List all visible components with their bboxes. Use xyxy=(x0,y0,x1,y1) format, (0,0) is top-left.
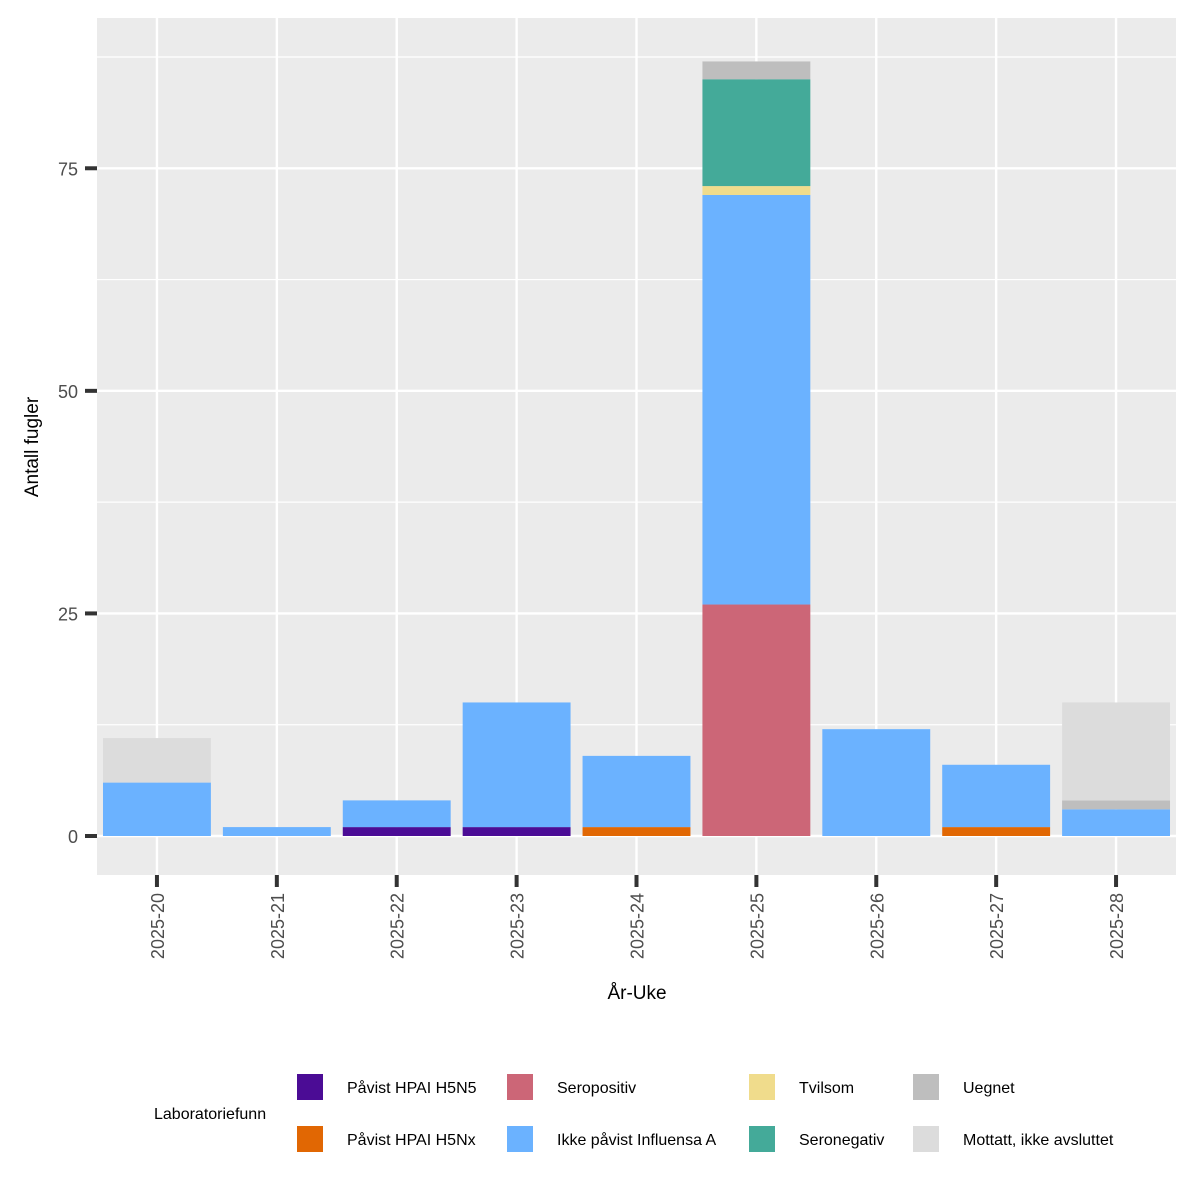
x-tick-label: 2025-25 xyxy=(747,893,767,959)
y-tick-label: 0 xyxy=(68,827,78,847)
bar-segment xyxy=(702,604,811,836)
y-tick-label: 25 xyxy=(58,604,78,624)
bars xyxy=(102,61,1171,836)
bar-segment xyxy=(702,186,811,195)
legend-key xyxy=(295,1124,325,1154)
x-tick-label: 2025-26 xyxy=(867,893,887,959)
bar-segment xyxy=(582,755,691,828)
x-tick-label: 2025-22 xyxy=(388,893,408,959)
legend-label: Mottatt, ikke avsluttet xyxy=(963,1132,1114,1149)
y-axis-title: Antall fugler xyxy=(22,396,43,497)
x-axis-title: År-Uke xyxy=(607,983,666,1004)
legend-key xyxy=(505,1072,535,1102)
legend-key xyxy=(911,1072,941,1102)
legend-label: Påvist HPAI H5Nx xyxy=(347,1131,476,1149)
legend-label: Ikke påvist Influensa A xyxy=(557,1131,717,1149)
legend-label: Tvilsom xyxy=(799,1080,854,1097)
bar-segment xyxy=(1062,809,1171,836)
legend-label: Seropositiv xyxy=(557,1080,636,1097)
bar-segment xyxy=(1062,702,1171,801)
bar-segment xyxy=(102,738,211,783)
x-tick-label: 2025-27 xyxy=(987,893,1007,959)
bar-segment xyxy=(462,827,571,836)
x-tick-label: 2025-21 xyxy=(268,893,288,959)
y-tick-label: 50 xyxy=(58,382,78,402)
legend-label: Påvist HPAI H5N5 xyxy=(347,1079,477,1097)
legend-key xyxy=(505,1124,535,1154)
bar-segment xyxy=(702,79,811,187)
bar-segment xyxy=(222,827,331,836)
bar-segment xyxy=(342,800,451,828)
bar-segment xyxy=(342,827,451,836)
y-axis: 0 25 50 75 xyxy=(58,159,97,847)
x-tick-label: 2025-23 xyxy=(508,893,528,959)
bar-segment xyxy=(942,827,1051,836)
y-tick-label: 75 xyxy=(58,159,78,179)
x-tick-label: 2025-24 xyxy=(628,893,648,959)
legend-key xyxy=(747,1072,777,1102)
bar-segment xyxy=(582,827,691,836)
bar-segment xyxy=(702,61,811,80)
legend-key xyxy=(911,1124,941,1154)
x-tick-label: 2025-28 xyxy=(1107,893,1127,959)
bar-segment xyxy=(462,702,571,828)
bar-segment xyxy=(102,782,211,836)
x-axis: 2025-20 2025-21 2025-22 2025-23 2025-24 2025-… xyxy=(148,875,1127,959)
bar-segment xyxy=(702,194,811,605)
legend-key xyxy=(295,1072,325,1102)
bar-segment xyxy=(942,764,1051,828)
x-tick-label: 2025-20 xyxy=(148,893,168,959)
legend-key xyxy=(747,1124,777,1154)
legend-label: Seronegativ xyxy=(799,1132,884,1149)
bar-segment xyxy=(1062,800,1171,810)
bar-segment xyxy=(822,729,931,836)
legend-label: Uegnet xyxy=(963,1080,1015,1097)
legend-title: Laboratoriefunn xyxy=(154,1106,266,1123)
legend: Laboratoriefunn Påvist HPAI H5N5 Påvist H… xyxy=(154,1072,1114,1154)
